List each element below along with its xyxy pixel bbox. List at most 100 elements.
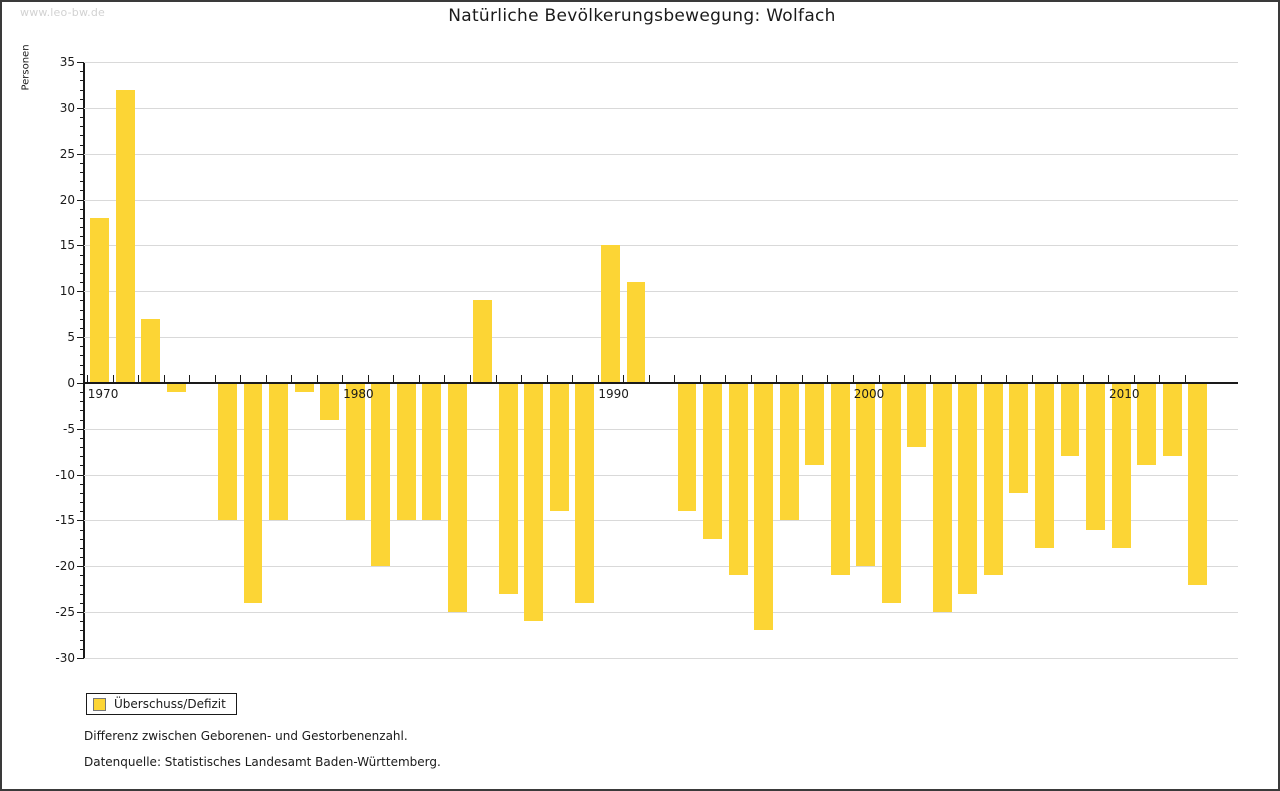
y-axis-minor-tick (80, 639, 84, 641)
x-axis-tick (1184, 374, 1186, 382)
y-axis-minor-tick (80, 364, 84, 366)
y-axis-minor-tick (80, 236, 84, 238)
x-axis-tick (1082, 374, 1084, 382)
bar (1035, 382, 1054, 548)
x-axis-tick (495, 374, 497, 382)
y-axis-tick-label: 15 (59, 238, 75, 253)
y-axis-minor-tick (80, 98, 84, 100)
x-axis-tick (572, 374, 574, 382)
x-axis-tick (623, 374, 625, 382)
y-axis-minor-tick (80, 135, 84, 137)
y-axis-minor-tick (80, 71, 84, 73)
x-axis-tick (214, 374, 216, 382)
plot-area: 35 30 25 20 15 10 5 0 -5 -10 -15 -20 -25 -30 1970 1980 1… (55, 55, 1238, 665)
y-axis-minor-tick (80, 410, 84, 412)
bar (498, 382, 518, 594)
bar (345, 382, 365, 521)
bar (754, 382, 774, 631)
bar (856, 382, 876, 567)
grid-line (84, 245, 1238, 247)
y-axis-minor-tick (80, 419, 84, 421)
x-axis-tick-label: 1970 (87, 386, 119, 401)
grid-line (84, 107, 1238, 109)
x-axis-tick-label: 2010 (1109, 386, 1140, 401)
x-axis-tick (521, 374, 523, 382)
y-axis-minor-tick (80, 80, 84, 82)
footnote-definition: Differenz zwischen Geborenen- und Gestor… (84, 729, 408, 743)
y-axis-minor-tick (80, 309, 84, 311)
bar (881, 382, 901, 603)
x-axis-tick (1006, 374, 1008, 382)
y-axis-minor-tick (80, 254, 84, 256)
x-axis-tick (1108, 374, 1110, 382)
bar (243, 382, 263, 603)
bar (779, 382, 799, 521)
y-axis-minor-tick (80, 217, 84, 219)
y-axis-minor-tick (80, 584, 84, 586)
y-axis-tick (77, 153, 84, 155)
y-axis-minor-tick (80, 190, 84, 192)
y-axis-tick (77, 107, 84, 109)
y-axis-tick-label: -15 (55, 513, 75, 528)
x-axis-tick (316, 374, 318, 382)
y-axis-minor-tick (80, 126, 84, 128)
grid-line (84, 62, 1238, 63)
x-axis-tick (367, 374, 369, 382)
y-axis-minor-tick (80, 346, 84, 348)
bar (549, 382, 569, 512)
x-axis-tick (470, 374, 472, 382)
x-axis-tick (1057, 374, 1059, 382)
y-axis-minor-tick (80, 89, 84, 91)
y-axis-tick-label: 5 (67, 330, 75, 345)
bar (677, 382, 697, 512)
x-axis-tick (418, 374, 420, 382)
x-axis-tick (674, 374, 676, 382)
x-axis-line (84, 381, 1238, 384)
y-axis-tick-label: -25 (55, 605, 75, 620)
x-axis-tick (801, 374, 803, 382)
x-axis-tick (725, 374, 727, 382)
y-axis-tick (77, 566, 84, 568)
x-axis-tick-label: 1980 (343, 386, 374, 401)
y-axis-minor-tick (80, 447, 84, 449)
bar (269, 382, 288, 521)
y-axis-minor-tick (80, 492, 84, 494)
bar (294, 382, 314, 393)
bar (1060, 382, 1080, 457)
x-axis-tick (699, 374, 701, 382)
y-axis-minor-tick (80, 465, 84, 467)
legend-swatch-ueberschuss-defizit (93, 697, 106, 711)
bar (320, 382, 340, 420)
bar (601, 245, 620, 383)
y-axis-minor-tick (80, 621, 84, 623)
bar (626, 282, 646, 383)
x-axis-tick (393, 374, 395, 382)
grid-line (84, 291, 1238, 293)
y-axis-tick-label: -30 (55, 651, 75, 665)
y-axis-minor-tick (80, 300, 84, 302)
y-axis-tick (77, 337, 84, 339)
y-axis-minor-tick (80, 181, 84, 183)
y-axis-tick-label: 0 (67, 375, 75, 390)
y-axis-minor-tick (80, 538, 84, 540)
x-axis-tick (189, 374, 191, 382)
x-axis-tick (265, 374, 267, 382)
x-axis-tick (648, 374, 650, 382)
y-axis-tick (77, 62, 84, 63)
y-axis-tick-label: 20 (59, 192, 75, 207)
bar (371, 382, 391, 567)
legend-label: Überschuss/Defizit (114, 697, 226, 711)
x-axis-tick (750, 374, 752, 382)
grid-line (84, 520, 1238, 522)
bar (141, 318, 161, 383)
x-axis-tick (291, 374, 293, 382)
x-axis-tick (112, 374, 114, 382)
y-axis-minor-tick (80, 602, 84, 604)
x-axis-tick (980, 374, 982, 382)
y-axis-tick-label: 35 (59, 55, 75, 69)
grid-line (84, 428, 1238, 430)
bar (90, 217, 110, 383)
x-axis-tick (597, 374, 599, 382)
y-axis-minor-tick (80, 208, 84, 210)
